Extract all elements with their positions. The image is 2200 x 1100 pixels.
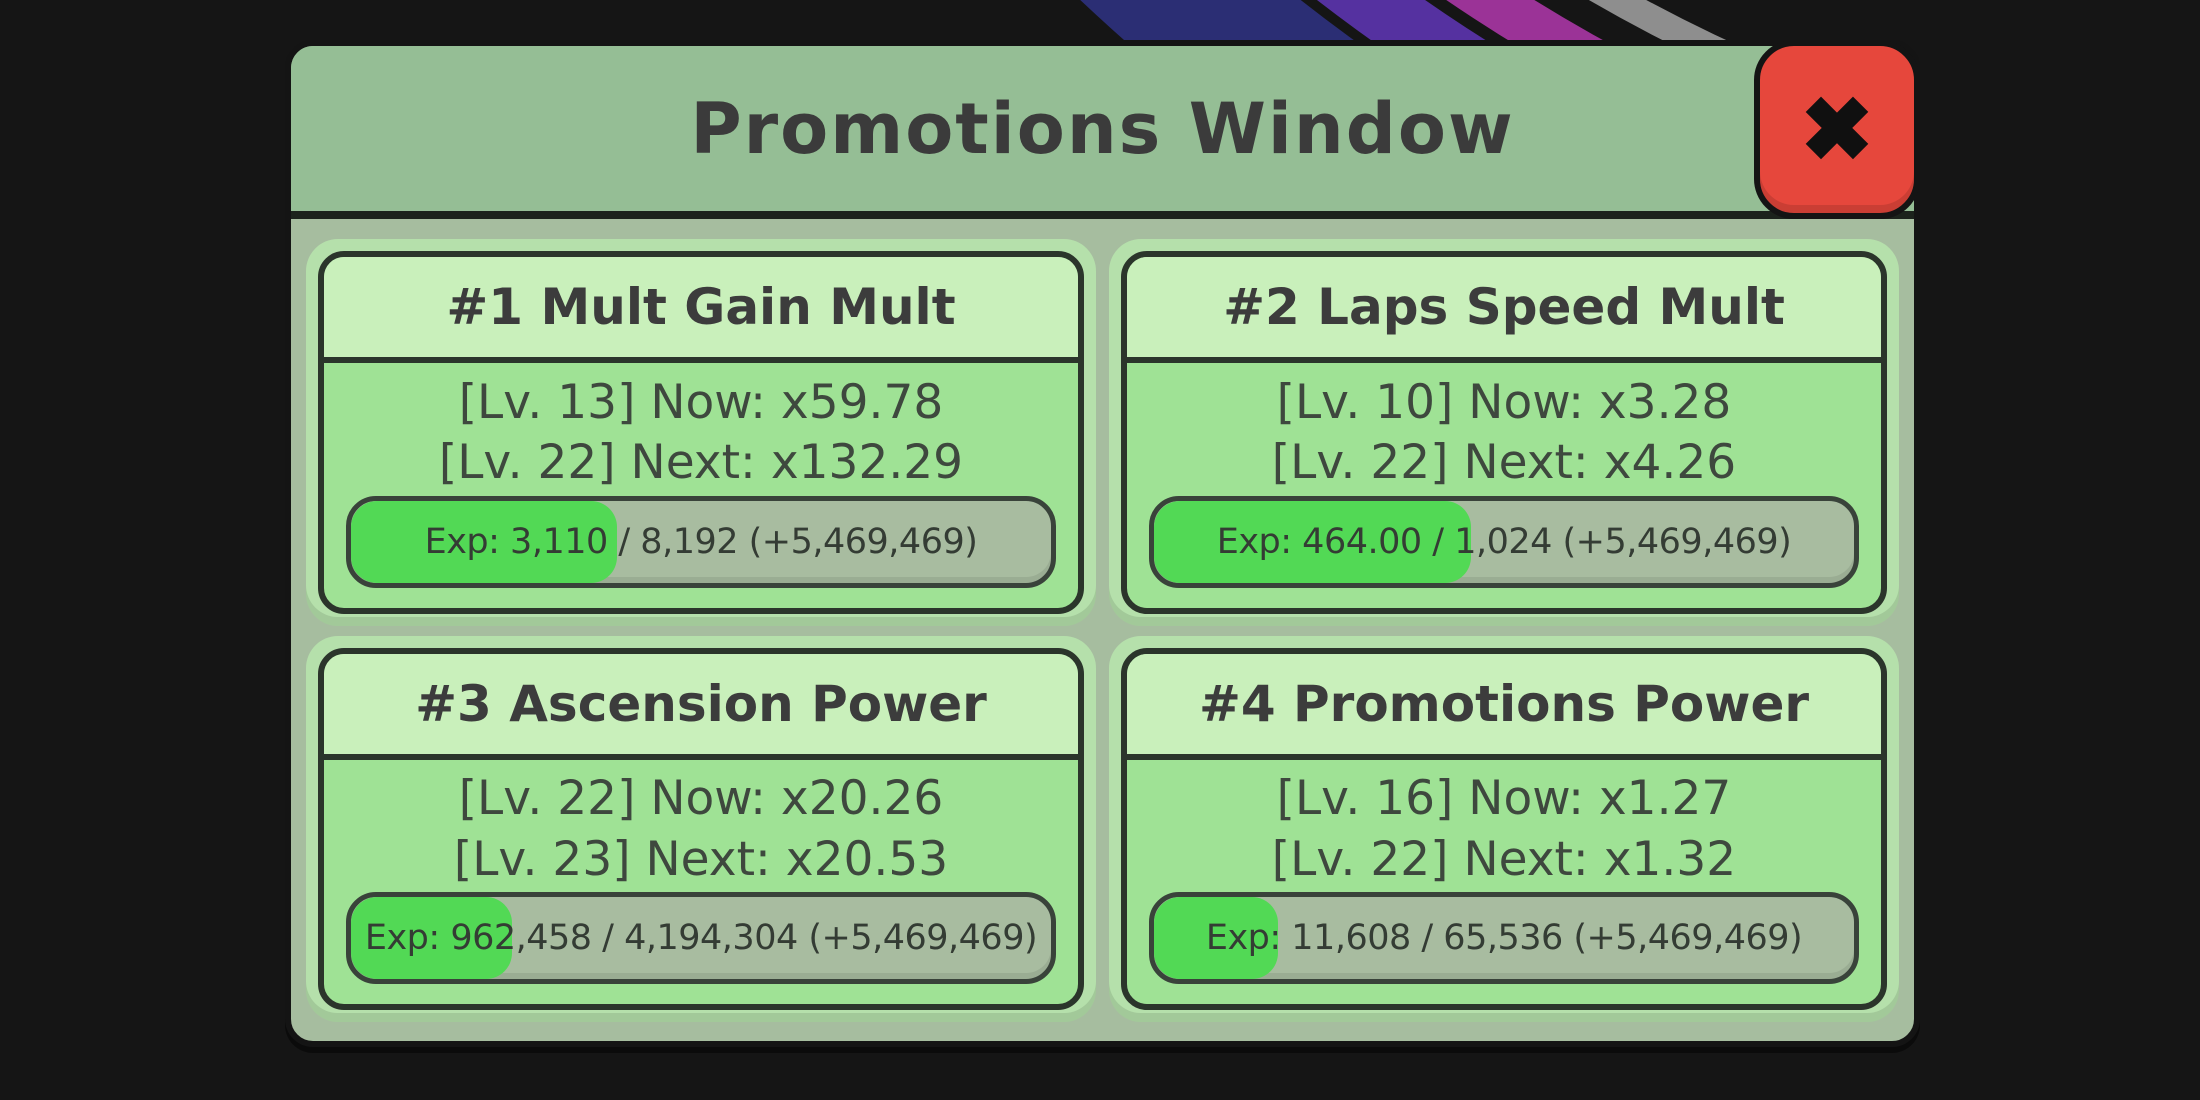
promotion-card-2[interactable]: #2 Laps Speed Mult [Lv. 10] Now: x3.28 [… xyxy=(1121,251,1887,614)
promotion-card-1[interactable]: #1 Mult Gain Mult [Lv. 13] Now: x59.78 [… xyxy=(318,251,1084,614)
card-pad-4: #4 Promotions Power [Lv. 16] Now: x1.27 … xyxy=(1109,635,1899,1022)
promotion-card-4[interactable]: #4 Promotions Power [Lv. 16] Now: x1.27 … xyxy=(1121,647,1887,1010)
exp-fill xyxy=(351,500,617,583)
exp-bar: Exp: 962,458 / 4,194,304 (+5,469,469) xyxy=(346,892,1056,985)
card-header: #2 Laps Speed Mult xyxy=(1127,257,1881,363)
next-line: [Lv. 23] Next: x20.53 xyxy=(453,831,949,887)
card-pad-3: #3 Ascension Power [Lv. 22] Now: x20.26 … xyxy=(306,635,1096,1022)
card-header: #3 Ascension Power xyxy=(324,653,1078,760)
promotions-grid: #1 Mult Gain Mult [Lv. 13] Now: x59.78 [… xyxy=(291,219,1914,1041)
card-title: #2 Laps Speed Mult xyxy=(1223,278,1785,336)
promotion-card-3[interactable]: #3 Ascension Power [Lv. 22] Now: x20.26 … xyxy=(318,647,1084,1010)
exp-fill xyxy=(351,897,512,980)
card-body: [Lv. 22] Now: x20.26 [Lv. 23] Next: x20.… xyxy=(324,760,1078,1005)
exp-bar: Exp: 3,110 / 8,192 (+5,469,469) xyxy=(346,495,1056,588)
exp-fill xyxy=(1154,897,1278,980)
card-title: #4 Promotions Power xyxy=(1198,674,1810,733)
promotions-window: Promotions Window ✖ #1 Mult Gain Mult [L… xyxy=(285,40,1920,1047)
close-icon: ✖ xyxy=(1800,79,1874,179)
exp-fill xyxy=(1154,500,1472,583)
card-pad-1: #1 Mult Gain Mult [Lv. 13] Now: x59.78 [… xyxy=(306,239,1096,626)
title-bar: Promotions Window ✖ xyxy=(291,40,1920,219)
window-title: Promotions Window xyxy=(690,87,1515,170)
next-line: [Lv. 22] Next: x1.32 xyxy=(1271,831,1737,887)
close-button[interactable]: ✖ xyxy=(1754,40,1920,219)
exp-bar: Exp: 11,608 / 65,536 (+5,469,469) xyxy=(1149,892,1859,985)
exp-text: Exp: 11,608 / 65,536 (+5,469,469) xyxy=(1205,918,1803,959)
card-pad-2: #2 Laps Speed Mult [Lv. 10] Now: x3.28 [… xyxy=(1109,239,1899,626)
next-line: [Lv. 22] Next: x4.26 xyxy=(1271,435,1737,491)
card-body: [Lv. 10] Now: x3.28 [Lv. 22] Next: x4.26… xyxy=(1127,363,1881,608)
card-title: #3 Ascension Power xyxy=(415,674,987,733)
now-line: [Lv. 16] Now: x1.27 xyxy=(1276,771,1732,827)
now-line: [Lv. 13] Now: x59.78 xyxy=(458,374,944,430)
now-line: [Lv. 10] Now: x3.28 xyxy=(1276,374,1732,430)
card-body: [Lv. 13] Now: x59.78 [Lv. 22] Next: x132… xyxy=(324,363,1078,608)
exp-bar: Exp: 464.00 / 1,024 (+5,469,469) xyxy=(1149,495,1859,588)
exp-text: Exp: 464.00 / 1,024 (+5,469,469) xyxy=(1216,521,1792,562)
card-title: #1 Mult Gain Mult xyxy=(446,278,956,336)
card-header: #4 Promotions Power xyxy=(1127,653,1881,760)
exp-text: Exp: 3,110 / 8,192 (+5,469,469) xyxy=(424,521,978,562)
card-body: [Lv. 16] Now: x1.27 [Lv. 22] Next: x1.32… xyxy=(1127,760,1881,1005)
exp-text: Exp: 962,458 / 4,194,304 (+5,469,469) xyxy=(364,918,1038,959)
now-line: [Lv. 22] Now: x20.26 xyxy=(458,771,944,827)
next-line: [Lv. 22] Next: x132.29 xyxy=(438,435,964,491)
card-header: #1 Mult Gain Mult xyxy=(324,257,1078,363)
